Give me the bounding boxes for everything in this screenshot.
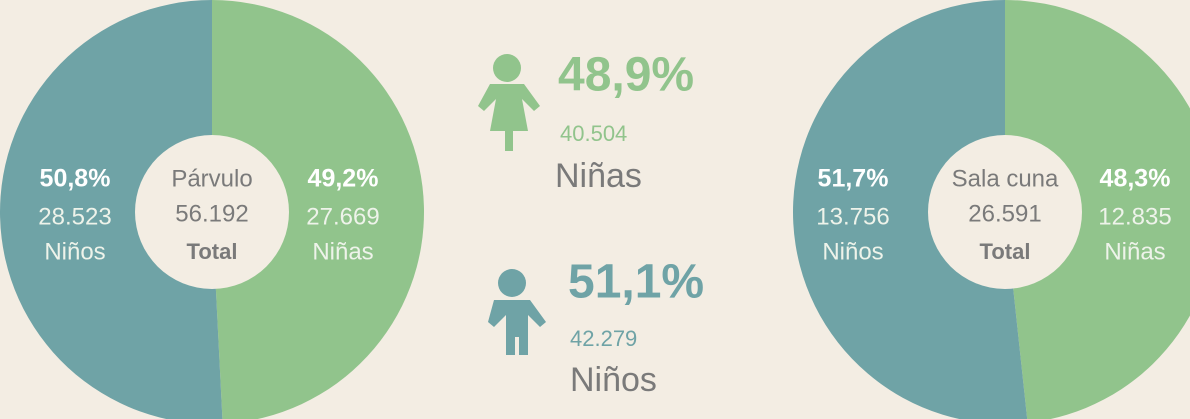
boy-icon — [488, 269, 546, 355]
girl-icon — [478, 54, 540, 151]
pie-slice — [212, 0, 424, 419]
center-value: 56.192 — [175, 200, 248, 227]
slice-percent: 49,2% — [308, 165, 379, 193]
slice-category: Niños — [822, 238, 883, 265]
girls-count: 40.504 — [560, 121, 627, 146]
pie-slice — [0, 0, 223, 419]
boys-count: 42.279 — [570, 326, 637, 351]
slice-percent: 48,3% — [1100, 165, 1171, 193]
center-label: Sala cuna — [952, 165, 1059, 192]
girls-percent: 48,9% — [558, 49, 694, 102]
slice-count: 12.835 — [1098, 203, 1171, 230]
slice-count: 28.523 — [38, 203, 111, 230]
center-note: Total — [980, 239, 1031, 264]
pie-slice — [793, 0, 1028, 419]
center-hole — [135, 135, 289, 289]
girls-label: Niñas — [555, 157, 642, 195]
slice-percent: 50,8% — [40, 165, 111, 193]
center-label: Párvulo — [171, 165, 252, 192]
slice-category: Niños — [44, 238, 105, 265]
boys-label: Niños — [570, 361, 657, 399]
slice-category: Niñas — [312, 238, 373, 265]
slice-count: 27.669 — [306, 203, 379, 230]
slice-count: 13.756 — [816, 203, 889, 230]
slice-percent: 51,7% — [818, 165, 889, 193]
slice-category: Niñas — [1104, 238, 1165, 265]
center-note: Total — [187, 239, 238, 264]
boys-percent: 51,1% — [568, 256, 704, 309]
center-hole — [928, 135, 1082, 289]
center-value: 26.591 — [968, 200, 1041, 227]
pie-slice — [1005, 0, 1190, 419]
